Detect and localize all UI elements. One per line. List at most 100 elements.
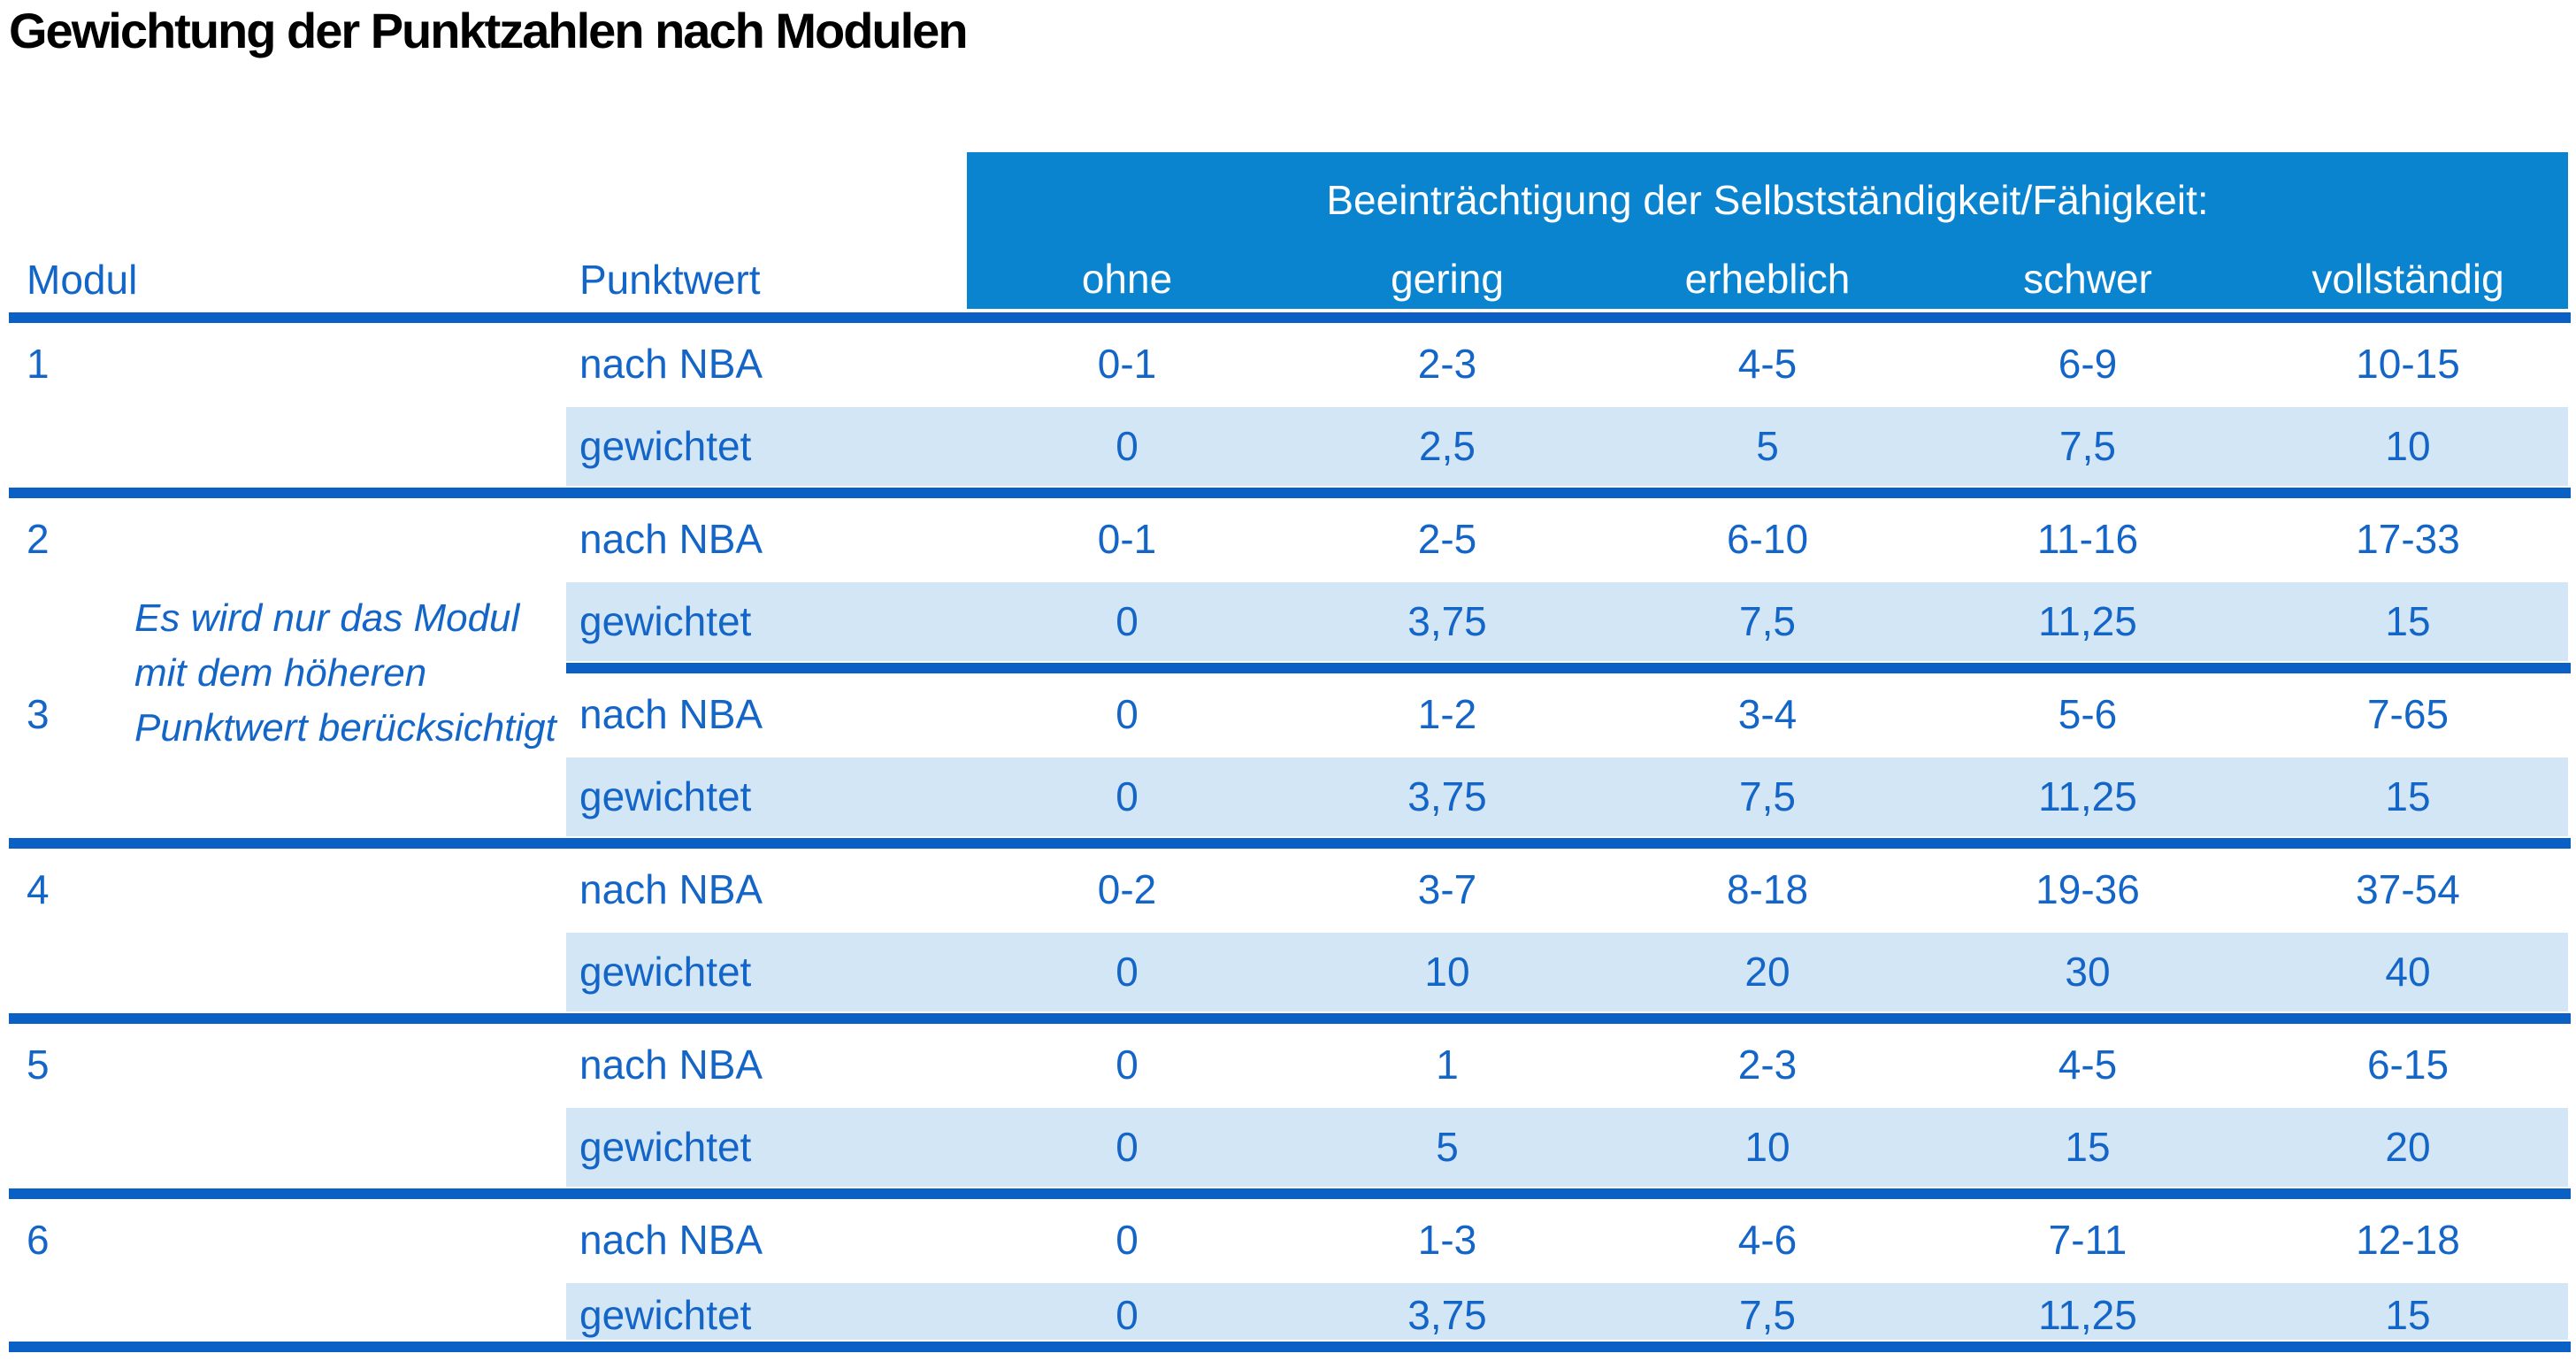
score-cell: 40 — [2385, 949, 2431, 995]
score-cell: 1 — [1436, 1042, 1459, 1088]
score-cell: 15 — [2385, 598, 2431, 644]
score-cell: 11,25 — [2038, 773, 2137, 819]
score-cell: 10 — [1744, 1124, 1790, 1170]
score-cell: 15 — [2385, 773, 2431, 819]
punktwert-column-header: Punktwert — [579, 257, 761, 303]
score-cell: 37-54 — [2356, 866, 2460, 912]
score-cell: 0-2 — [1097, 866, 1157, 912]
score-cell: 0-1 — [1097, 516, 1157, 562]
severity-header-block: Beeinträchtigung der Selbstständigkeit/F… — [967, 152, 2568, 309]
module-6-number: 6 — [27, 1217, 50, 1263]
score-cell: 0 — [1116, 1124, 1138, 1170]
weighted-band-module-3 — [566, 757, 2568, 836]
score-cell: 7,5 — [1739, 1292, 1796, 1338]
module-6-weighted-label: gewichtet — [579, 1292, 752, 1338]
score-cell: 0 — [1116, 1042, 1138, 1088]
score-cell: 10 — [2385, 423, 2431, 469]
row-divider-4 — [9, 1013, 2571, 1024]
module-4-nba-label: nach NBA — [579, 866, 763, 912]
weighted-band-module-5 — [566, 1108, 2568, 1187]
score-cell: 2-3 — [1417, 341, 1477, 387]
score-cell: 0 — [1116, 1292, 1138, 1338]
score-cell: 0 — [1116, 423, 1138, 469]
severity-level-vollstaendig: vollständig — [2312, 256, 2504, 302]
module-2-number: 2 — [27, 516, 50, 562]
score-cell: 7,5 — [2059, 423, 2116, 469]
score-cell: 20 — [2385, 1124, 2431, 1170]
score-cell: 0-1 — [1097, 341, 1157, 387]
page-title: Gewichtung der Punktzahlen nach Modulen — [9, 3, 969, 58]
score-cell: 0 — [1116, 773, 1138, 819]
modul-column-header: Modul — [27, 257, 138, 303]
score-cell: 7-65 — [2366, 691, 2450, 737]
score-cell: 5 — [1436, 1124, 1459, 1170]
module-note-line-3: Punktwert berücksichtigt — [134, 706, 556, 750]
score-cell: 3-7 — [1417, 866, 1477, 912]
score-cell: 4-5 — [2058, 1042, 2118, 1088]
score-cell: 8-18 — [1726, 866, 1809, 912]
weighted-band-module-6 — [566, 1283, 2568, 1340]
score-cell: 5 — [1756, 423, 1779, 469]
score-cell: 6-15 — [2366, 1042, 2450, 1088]
score-cell: 15 — [2065, 1124, 2111, 1170]
score-cell: 2-5 — [1417, 516, 1477, 562]
score-cell: 11-16 — [2036, 516, 2139, 562]
row-divider-header — [9, 312, 2571, 323]
module-4-weighted-label: gewichtet — [579, 949, 752, 995]
score-cell: 2,5 — [1419, 423, 1476, 469]
module-note-line-2: mit dem höheren — [134, 651, 427, 695]
row-divider-1 — [9, 488, 2571, 498]
score-cell: 20 — [1744, 949, 1790, 995]
module-note-line-1: Es wird nur das Modul — [134, 596, 520, 640]
row-divider-5 — [9, 1188, 2571, 1199]
score-cell: 0 — [1116, 1217, 1138, 1263]
row-divider-3 — [9, 838, 2571, 849]
score-cell: 11,25 — [2038, 1292, 2137, 1338]
score-cell: 7,5 — [1739, 773, 1796, 819]
module-3-weighted-label: gewichtet — [579, 773, 752, 819]
weighted-band-module-2 — [566, 582, 2568, 661]
score-cell: 10-15 — [2356, 341, 2460, 387]
score-cell: 3,75 — [1407, 1292, 1487, 1338]
score-cell: 30 — [2065, 949, 2111, 995]
module-5-weighted-label: gewichtet — [579, 1124, 752, 1170]
score-cell: 11,25 — [2038, 598, 2137, 644]
score-cell: 7-11 — [2048, 1217, 2128, 1263]
weighted-band-module-1 — [566, 407, 2568, 486]
severity-levels-row: ohne gering erheblich schwer vollständig — [967, 254, 2568, 304]
module-6-nba-label: nach NBA — [579, 1217, 763, 1263]
score-cell: 19-36 — [2036, 866, 2140, 912]
severity-level-gering: gering — [1391, 256, 1504, 302]
score-cell: 4-5 — [1737, 341, 1798, 387]
score-cell: 0 — [1116, 691, 1138, 737]
score-cell: 4-6 — [1737, 1217, 1798, 1263]
weighted-band-module-4 — [566, 933, 2568, 1011]
module-2-weighted-label: gewichtet — [579, 598, 752, 644]
row-divider-2-partial — [566, 663, 2571, 673]
module-3-number: 3 — [27, 691, 50, 737]
row-divider-bottom — [9, 1342, 2571, 1352]
severity-level-erheblich: erheblich — [1684, 256, 1851, 302]
score-cell: 12-18 — [2356, 1217, 2460, 1263]
score-cell: 15 — [2385, 1292, 2431, 1338]
module-3-nba-label: nach NBA — [579, 691, 763, 737]
severity-level-ohne: ohne — [1081, 256, 1173, 302]
score-cell: 3,75 — [1407, 773, 1487, 819]
module-2-nba-label: nach NBA — [579, 516, 763, 562]
module-5-nba-label: nach NBA — [579, 1042, 763, 1088]
score-cell: 1-2 — [1417, 691, 1477, 737]
module-4-number: 4 — [27, 866, 50, 912]
module-1-nba-label: nach NBA — [579, 341, 763, 387]
score-cell: 7,5 — [1739, 598, 1796, 644]
severity-group-header: Beeinträchtigung der Selbstständigkeit/F… — [1326, 177, 2209, 223]
module-note: Es wird nur das Modul mit dem höheren Pu… — [134, 591, 556, 756]
score-cell: 1-3 — [1417, 1217, 1477, 1263]
score-cell: 3-4 — [1737, 691, 1798, 737]
module-1-weighted-label: gewichtet — [579, 423, 752, 469]
score-cell: 10 — [1424, 949, 1470, 995]
module-5-number: 5 — [27, 1042, 50, 1088]
severity-level-schwer: schwer — [2023, 256, 2152, 302]
score-cell: 17-33 — [2356, 516, 2460, 562]
module-1-number: 1 — [27, 341, 50, 387]
score-cell: 2-3 — [1737, 1042, 1798, 1088]
